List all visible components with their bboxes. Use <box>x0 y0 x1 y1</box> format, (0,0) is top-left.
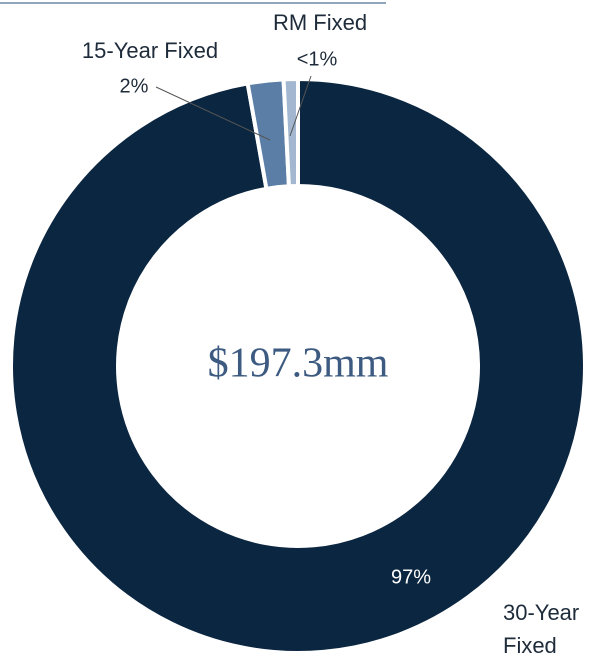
leader-line <box>289 75 312 137</box>
value-label: 97% <box>391 566 431 588</box>
category-label: 15-Year Fixed <box>81 38 219 63</box>
slices <box>9 76 587 655</box>
center-label: $197.3mm <box>208 341 389 387</box>
category-label: 30-Year Fixed <box>503 600 580 658</box>
category-label: RM Fixed <box>272 10 368 35</box>
value-label: <1% <box>297 48 338 70</box>
value-label: 2% <box>120 75 149 97</box>
slice <box>9 76 587 655</box>
leader-line <box>155 86 271 141</box>
